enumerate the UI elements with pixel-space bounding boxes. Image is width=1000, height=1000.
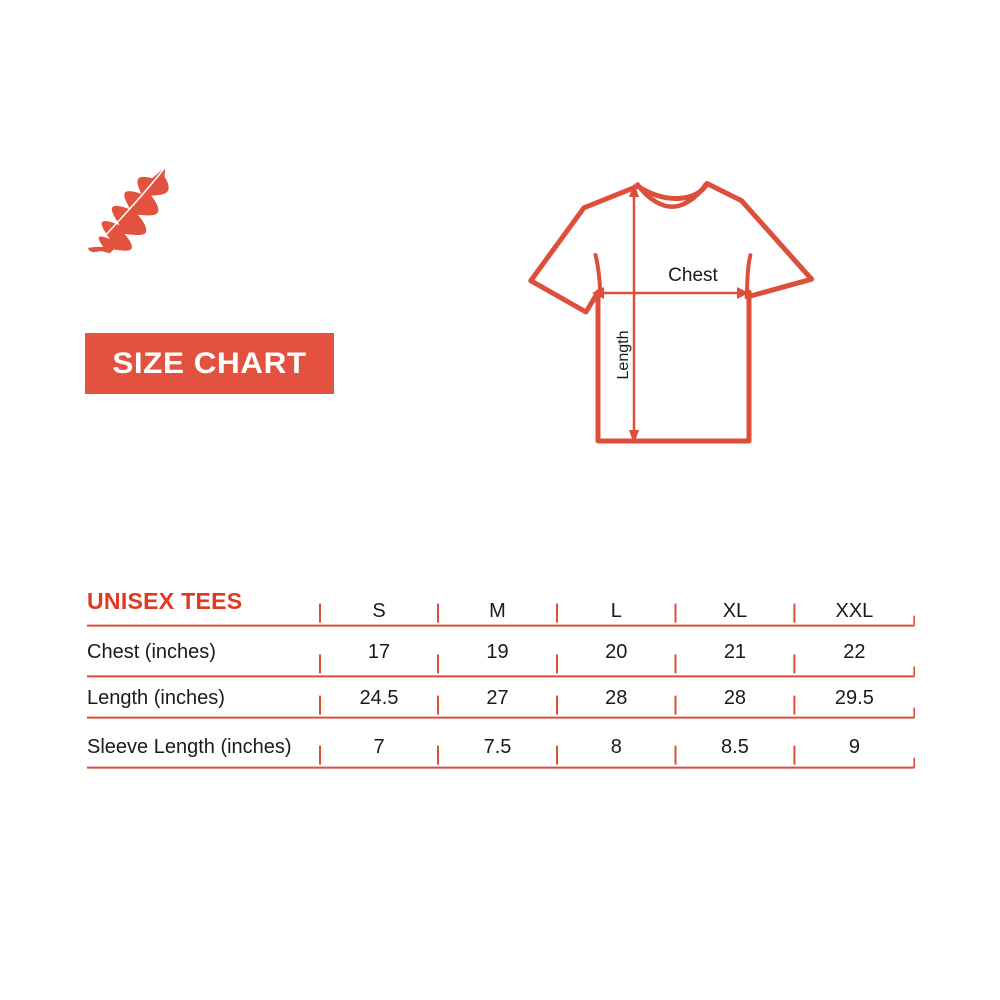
- svg-text:Length: Length: [615, 331, 632, 380]
- svg-text:Chest: Chest: [668, 265, 718, 286]
